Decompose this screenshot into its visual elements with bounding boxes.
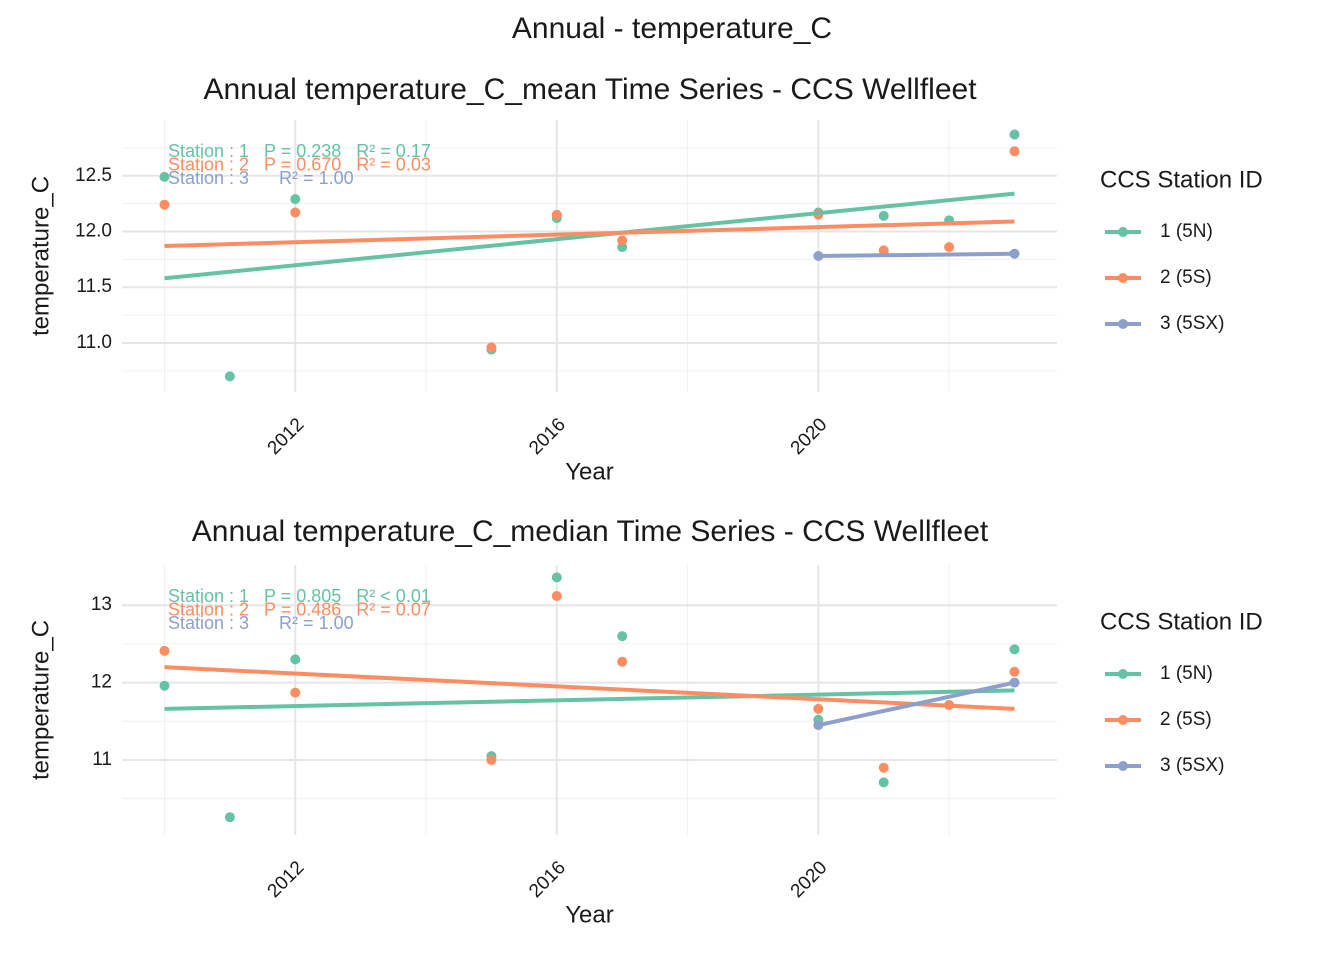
- data-point: [486, 754, 497, 765]
- legend-title: CCS Station ID: [1100, 608, 1263, 635]
- x-tick-label: 2020: [787, 414, 832, 459]
- legend-swatch: [1118, 319, 1128, 329]
- annotation: Station : 2 P = 0.486 R² = 0.07: [168, 599, 431, 619]
- y-axis-label: temperature_C: [27, 620, 54, 780]
- trend-line: [818, 251, 1015, 258]
- chart-title: Annual temperature_C_mean Time Series - …: [203, 73, 977, 106]
- y-tick-label: 13: [91, 594, 112, 615]
- x-tick-label: 2016: [525, 414, 570, 459]
- data-point: [1009, 146, 1020, 157]
- legend-title: CCS Station ID: [1100, 166, 1263, 193]
- y-tick-label: 11.0: [76, 332, 112, 353]
- legend-swatch: [1118, 227, 1128, 237]
- data-point: [1009, 644, 1020, 655]
- legend-swatch: [1118, 273, 1128, 283]
- y-tick-label: 11: [92, 749, 112, 770]
- y-tick-label: 12.5: [75, 165, 112, 186]
- legend-swatch: [1118, 669, 1128, 679]
- annotation: Station : 1 P = 0.805 R² < 0.01: [168, 586, 431, 606]
- data-point: [159, 171, 170, 182]
- x-tick-label: 2020: [787, 857, 832, 902]
- legend-swatch: [1118, 761, 1128, 771]
- data-point: [1009, 129, 1020, 140]
- legend-label: 3 (5SX): [1160, 755, 1224, 776]
- annotation: Station : 3 R² = 1.00: [168, 613, 354, 633]
- data-point: [159, 680, 170, 691]
- data-point: [290, 687, 301, 698]
- annotation: Station : 2 P = 0.670 R² = 0.03: [168, 154, 431, 174]
- data-point: [290, 654, 301, 665]
- data-point: [290, 207, 301, 218]
- data-point: [813, 703, 824, 714]
- legend-label: 1 (5N): [1160, 221, 1213, 242]
- data-point: [878, 210, 889, 221]
- x-tick-label: 2016: [525, 857, 570, 902]
- x-axis-label: Year: [565, 458, 614, 485]
- trend-line: [164, 688, 1015, 711]
- y-tick-label: 12.0: [75, 220, 112, 241]
- data-point: [944, 242, 955, 253]
- legend-label: 3 (5SX): [1160, 313, 1224, 334]
- data-point: [878, 762, 889, 773]
- trend-line: [164, 191, 1015, 281]
- data-point: [1009, 666, 1020, 677]
- x-tick-label: 2012: [264, 857, 309, 902]
- data-point: [224, 812, 235, 823]
- trend-line: [817, 680, 1015, 728]
- x-axis-label: Year: [565, 901, 614, 928]
- data-point: [551, 590, 562, 601]
- data-point: [878, 245, 889, 256]
- data-point: [551, 572, 562, 583]
- y-tick-label: 11.5: [76, 276, 112, 297]
- page-title: Annual - temperature_C: [512, 12, 832, 45]
- trend-line: [164, 665, 1015, 711]
- annotation: Station : 1 P = 0.238 R² = 0.17: [168, 141, 431, 161]
- trend-line: [164, 219, 1015, 248]
- annotation: Station : 3 R² = 1.00: [168, 168, 354, 188]
- data-point: [617, 631, 628, 642]
- data-point: [290, 194, 301, 205]
- data-point: [159, 645, 170, 656]
- legend-label: 2 (5S): [1160, 267, 1212, 288]
- x-tick-label: 2012: [264, 414, 309, 459]
- y-axis-label: temperature_C: [27, 176, 54, 336]
- legend-label: 1 (5N): [1160, 663, 1213, 684]
- data-point: [551, 209, 562, 220]
- legend-label: 2 (5S): [1160, 709, 1212, 730]
- y-tick-label: 12: [91, 672, 112, 693]
- data-point: [617, 656, 628, 667]
- data-point: [224, 371, 235, 382]
- chart-title: Annual temperature_C_median Time Series …: [192, 515, 989, 548]
- data-point: [878, 777, 889, 788]
- data-point: [617, 235, 628, 246]
- legend-swatch: [1118, 715, 1128, 725]
- data-point: [486, 342, 497, 353]
- data-point: [159, 199, 170, 210]
